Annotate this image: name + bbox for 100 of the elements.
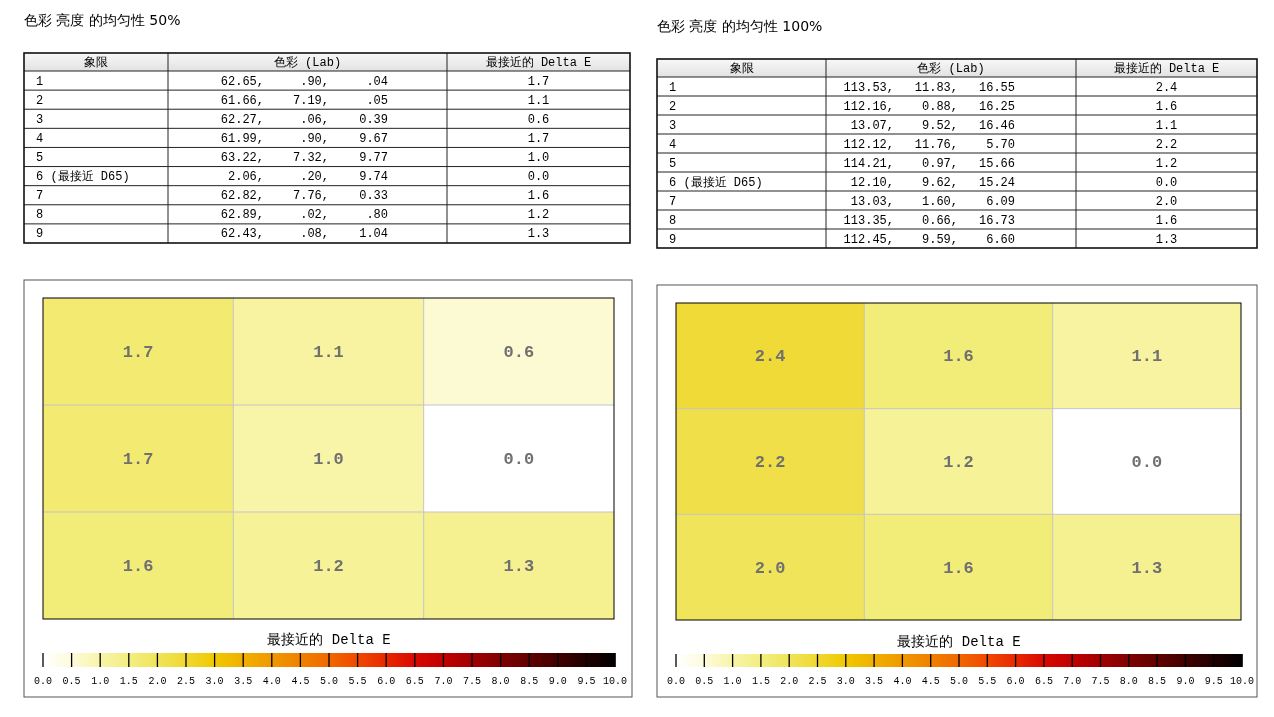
- text: .20,: [300, 170, 329, 185]
- text: 6.60: [986, 232, 1015, 247]
- text: 4: [669, 137, 677, 152]
- text: 61.99,: [220, 131, 264, 146]
- color-bar-label: 7.5: [462, 675, 482, 687]
- text: 1.0: [527, 151, 550, 165]
- color-bar-label: 8.0: [491, 675, 510, 687]
- text: 7: [669, 194, 677, 209]
- text: 3: [669, 118, 677, 133]
- color-bar-label: 1.5: [119, 675, 138, 687]
- color-bar-label: 3.5: [865, 675, 884, 687]
- data-label: 2.2: [754, 453, 786, 472]
- text: 7: [36, 189, 44, 204]
- text: 2.4: [1155, 80, 1178, 95]
- text: 62.89,: [220, 208, 264, 223]
- text: 色彩 (Lab): [917, 62, 985, 76]
- data-label: 1.3: [1131, 558, 1163, 578]
- text: .90,: [300, 131, 329, 146]
- text: 1.6: [1155, 213, 1178, 228]
- color-bar-label: 0.5: [695, 675, 714, 687]
- data-label: 0.0: [503, 450, 535, 469]
- color-bar-label: 4.0: [262, 675, 281, 687]
- text: 7.19,: [292, 93, 329, 108]
- text: 2.0: [1155, 194, 1178, 209]
- color-bar-label: 4.5: [921, 675, 940, 687]
- text: 1.2: [527, 208, 550, 223]
- color-bar-label: 5.0: [319, 675, 339, 687]
- data-label: 1.6: [943, 347, 974, 367]
- text: .02,: [300, 208, 329, 223]
- text: .05: [366, 93, 388, 108]
- text: 0.33: [359, 189, 388, 204]
- data-label: 1.6: [122, 557, 154, 576]
- color-bar-label: 7.0: [1063, 675, 1082, 687]
- text: 13.03,: [850, 194, 894, 209]
- text: 5.70: [986, 137, 1015, 152]
- data-label: 0.0: [1131, 453, 1163, 472]
- text: 7.32,: [292, 151, 329, 165]
- text: 1: [669, 80, 677, 95]
- text: 5: [669, 156, 677, 171]
- color-bar-label: 7.0: [434, 675, 453, 687]
- text: 最接近的 Delta E: [485, 55, 592, 70]
- data-label: 2.0: [754, 558, 786, 578]
- color-bar-label: 6.0: [377, 675, 396, 687]
- text: 2.06,: [227, 170, 264, 185]
- color-bar-label: 1.0: [723, 675, 742, 687]
- text: 16.55: [978, 80, 1015, 95]
- text: 6.09: [986, 194, 1015, 209]
- color-bar-label: 3.0: [836, 675, 855, 687]
- text: 9: [36, 227, 44, 242]
- text: 16.25: [978, 99, 1015, 114]
- text: 2.2: [1155, 137, 1178, 152]
- text: 15.24: [978, 175, 1015, 190]
- text: 1: [36, 74, 44, 89]
- color-bar-label: 2.5: [808, 675, 827, 687]
- color-bar-label: 8.5: [1148, 675, 1167, 687]
- data-label: 0.6: [503, 343, 535, 362]
- text: 5: [36, 151, 44, 165]
- color-bar-label: 0.5: [62, 675, 81, 687]
- text: 0.6: [527, 112, 550, 127]
- data-label: 2.4: [754, 347, 786, 367]
- text: 8: [669, 213, 677, 228]
- text: 113.53,: [843, 80, 894, 95]
- text: 1.2: [1155, 156, 1178, 171]
- color-bar-label: 10.0: [602, 675, 628, 687]
- color-bar-label: 7.5: [1091, 675, 1110, 687]
- text: 7.76,: [292, 189, 329, 204]
- text: 113.35,: [843, 213, 894, 228]
- text: .90,: [300, 74, 329, 89]
- color-bar-label: 9.5: [577, 675, 596, 687]
- color-bar-label: 5.5: [348, 675, 367, 687]
- text: 1.04: [359, 227, 388, 242]
- text: 11.83,: [914, 80, 958, 95]
- text: 1.6: [527, 189, 550, 204]
- text: 0.0: [527, 170, 550, 185]
- text: 9: [669, 232, 677, 247]
- text: .04: [366, 74, 388, 89]
- text: 15.66: [978, 156, 1015, 171]
- color-bar-label: 10.0: [1229, 675, 1255, 687]
- text: 62.27,: [220, 112, 264, 127]
- text: 16.73: [978, 213, 1015, 228]
- color-bar-label: 0.0: [33, 675, 53, 687]
- text: 1.1: [527, 93, 550, 108]
- text: 0.0: [1155, 175, 1178, 190]
- text: 13.07,: [850, 118, 894, 133]
- text: 112.45,: [843, 232, 894, 247]
- data-label: 1.1: [1131, 347, 1163, 367]
- text: .08,: [300, 227, 329, 242]
- text: 最接近的 Delta E: [1113, 61, 1220, 76]
- color-bar-label: 2.0: [780, 675, 799, 687]
- text: 象限: [729, 62, 754, 76]
- data-label: 1.2: [313, 557, 344, 576]
- text: 9.74: [359, 170, 388, 185]
- text: .80: [366, 208, 388, 223]
- text: 1.1: [1155, 118, 1178, 133]
- text: 1.7: [527, 131, 550, 146]
- color-bar-label: 9.0: [548, 675, 567, 687]
- text: 62.43,: [220, 227, 264, 242]
- data-label: 1.7: [122, 450, 154, 469]
- text: 1.60,: [921, 194, 958, 209]
- text: 色彩 亮度 的均匀性 100%: [657, 18, 823, 34]
